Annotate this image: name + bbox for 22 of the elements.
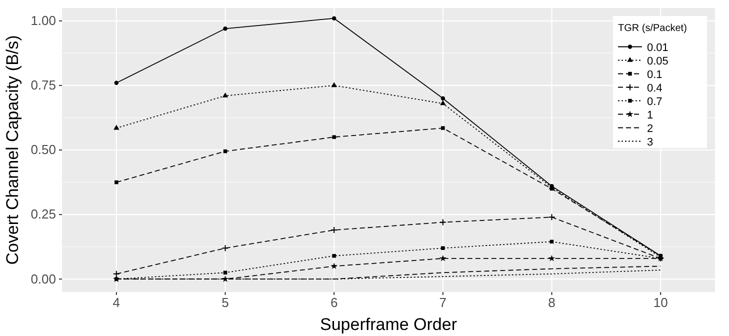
x-tick-label: 6 xyxy=(330,295,338,310)
legend-label: 0.1 xyxy=(647,68,662,81)
legend-label: 3 xyxy=(647,136,654,148)
legend-label: 0.05 xyxy=(647,55,668,68)
x-tick-label: 5 xyxy=(222,295,229,310)
y-tick-label: 1.00 xyxy=(30,13,56,28)
legend-label: 0.01 xyxy=(647,42,668,54)
y-tick-label: 0.75 xyxy=(30,78,56,93)
legend-label: 1 xyxy=(647,109,654,122)
x-axis-title: Superframe Order xyxy=(320,315,458,334)
x-tick-label: 7 xyxy=(439,295,447,310)
y-tick-label: 0.00 xyxy=(30,271,56,286)
y-tick-label: 0.25 xyxy=(30,206,56,222)
y-tick-label: 0.50 xyxy=(30,142,56,158)
x-tick-label: 8 xyxy=(548,295,556,310)
legend-title: TGR (s/Packet) xyxy=(618,23,687,34)
legend-label: 0.7 xyxy=(647,96,662,108)
x-tick-label: 4 xyxy=(112,295,120,310)
y-axis-title: Covert Channel Capacity (B/s) xyxy=(3,35,22,265)
legend-label: 0.4 xyxy=(647,82,662,94)
x-tick-label: 10 xyxy=(653,295,668,310)
legend-label: 2 xyxy=(647,122,654,135)
